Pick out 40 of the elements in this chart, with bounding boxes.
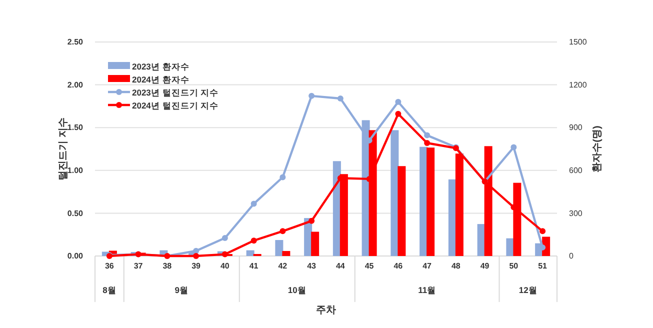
x-tick-label: 45 — [364, 262, 374, 271]
x-tick-label: 47 — [422, 262, 432, 271]
text: 10월 — [288, 285, 306, 295]
x-tick-label: 41 — [249, 262, 259, 271]
x-tick-label: 49 — [480, 262, 490, 271]
y-tick-label: 2.00 — [67, 80, 84, 90]
x-tick-label: 38 — [162, 262, 172, 271]
x-tick-label: 37 — [134, 262, 144, 271]
x-tick-label: 39 — [192, 262, 202, 271]
legend-label: 2024년 환자수 — [132, 74, 190, 84]
x-tick-label: 42 — [278, 262, 288, 271]
x-axis-title: 주차 — [316, 305, 336, 316]
y-tick-label: 1.00 — [67, 166, 84, 175]
x-tick-label: 36 — [104, 262, 114, 271]
y2-tick-label: 1500 — [569, 38, 588, 47]
x-tick-label: 43 — [307, 262, 317, 271]
y-axis-title: 털진드기 지수 — [58, 118, 69, 180]
x-tick-label: 50 — [509, 262, 519, 271]
y2-axis-title: 환자수(명) — [592, 126, 603, 172]
text: 11월 — [418, 285, 436, 295]
text: 8월 — [102, 285, 116, 295]
y2-tick-label: 0 — [569, 252, 574, 261]
x-tick-label: 51 — [538, 262, 548, 271]
x-tick-label: 40 — [220, 262, 230, 271]
y-tick-label: 1.50 — [67, 123, 84, 132]
y2-tick-label: 300 — [569, 208, 583, 218]
y-tick-label: 0.50 — [67, 208, 84, 218]
y2-tick-label: 900 — [569, 123, 583, 132]
x-tick-label: 48 — [451, 262, 461, 271]
legend-label: 2023년 털진드기 지수 — [132, 88, 219, 98]
x-tick-label: 44 — [336, 262, 346, 271]
y-tick-label: 0.00 — [67, 252, 84, 261]
legend-label: 2023년 환자수 — [132, 62, 190, 72]
x-tick-label: 46 — [394, 262, 404, 271]
y-tick-label: 2.50 — [67, 38, 84, 47]
y2-tick-label: 1200 — [569, 80, 588, 90]
text: 9월 — [174, 285, 188, 295]
text: 12월 — [518, 285, 538, 295]
legend-label: 2024년 털진드기 지수 — [132, 100, 219, 110]
y2-tick-label: 600 — [569, 166, 583, 175]
